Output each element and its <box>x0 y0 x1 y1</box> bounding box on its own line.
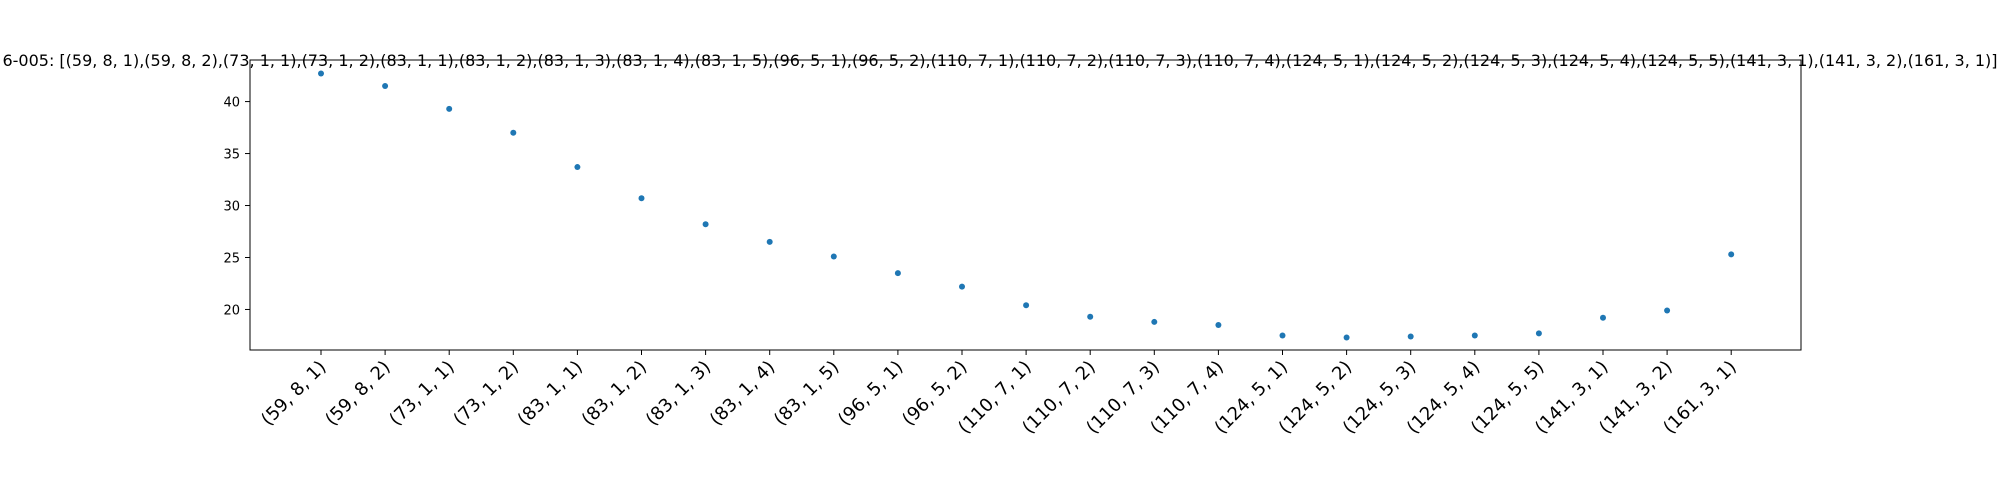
y-tick-label: 40 <box>223 96 240 111</box>
data-point <box>638 195 645 202</box>
x-tick-label: (96, 5, 1) <box>834 357 907 430</box>
x-tick-label: (83, 1, 1) <box>514 357 587 430</box>
data-point <box>1728 251 1735 258</box>
data-point <box>702 221 709 228</box>
x-tick-label: (83, 1, 2) <box>578 357 651 430</box>
x-tick-label: (59, 8, 1) <box>257 357 330 430</box>
data-point <box>1600 314 1606 321</box>
plot-area-frame <box>249 59 1802 351</box>
data-point <box>1535 330 1542 337</box>
y-tick-label: 25 <box>223 251 240 266</box>
y-axis: 20 25 30 35 40 <box>223 96 250 318</box>
y-tick-label: 30 <box>223 200 240 215</box>
x-tick-label: (83, 1, 5) <box>770 357 843 430</box>
data-point <box>574 164 581 171</box>
x-tick-label: (83, 1, 3) <box>642 357 715 430</box>
data-point <box>1279 332 1286 339</box>
x-tick-label: (73, 1, 2) <box>449 357 522 430</box>
x-tick-label: (83, 1, 4) <box>706 357 779 430</box>
data-point <box>1471 332 1478 339</box>
data-point <box>894 270 901 277</box>
data-points <box>318 70 1735 341</box>
data-point <box>1087 313 1094 320</box>
data-point <box>318 70 324 77</box>
data-point <box>1151 318 1158 325</box>
data-point <box>1023 302 1030 309</box>
y-tick-label: 20 <box>223 303 240 318</box>
y-tick-label: 35 <box>223 148 240 163</box>
x-tick-label: (73, 1, 1) <box>385 357 458 430</box>
data-point <box>1343 334 1350 341</box>
data-point <box>446 105 453 112</box>
data-point <box>766 238 773 245</box>
data-point <box>1215 322 1222 329</box>
data-point <box>830 253 837 260</box>
data-point <box>1407 333 1414 340</box>
data-point <box>1664 307 1671 314</box>
data-point <box>510 129 517 136</box>
x-axis: (59, 8, 1)(59, 8, 2)(73, 1, 1)(73, 1, 2)… <box>257 350 1741 438</box>
x-tick-label: (59, 8, 2) <box>321 357 394 430</box>
data-point <box>382 82 389 89</box>
data-point <box>959 283 965 290</box>
